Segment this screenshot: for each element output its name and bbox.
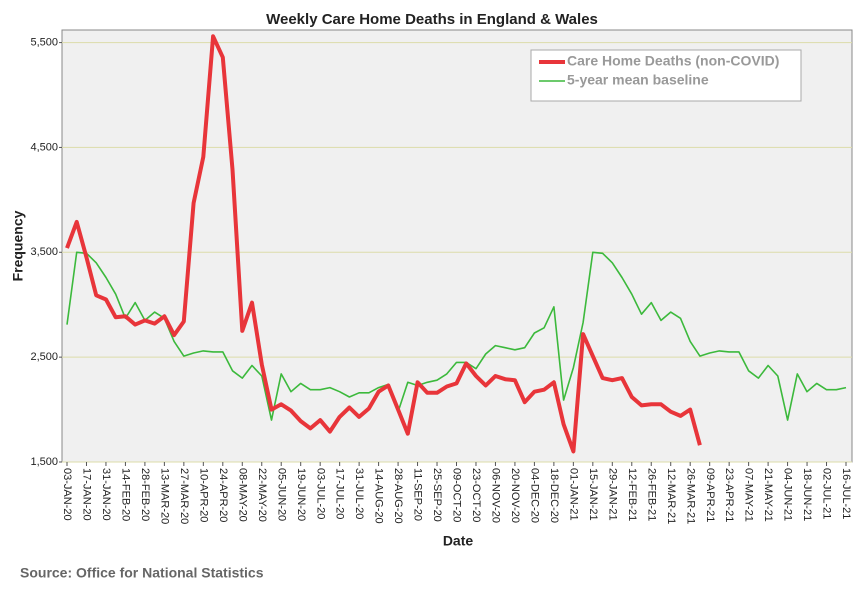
x-tick-label: 24-APR-20 xyxy=(217,468,229,522)
legend-label: 5-year mean baseline xyxy=(567,72,709,88)
x-tick-label: 31-JAN-20 xyxy=(100,468,112,521)
x-tick-label: 11-SEP-20 xyxy=(412,468,424,521)
x-tick-label: 14-FEB-20 xyxy=(120,468,132,521)
series-line xyxy=(66,251,847,421)
x-tick-label: 07-MAY-21 xyxy=(743,468,755,522)
x-tick-label: 09-APR-21 xyxy=(704,468,716,522)
x-tick-label: 17-JUL-20 xyxy=(334,468,346,519)
x-tick-label: 01-JAN-21 xyxy=(567,468,579,521)
y-tick-label: 3,500 xyxy=(30,246,58,258)
x-tick-label: 13-MAR-20 xyxy=(158,468,170,524)
series-line xyxy=(65,34,702,454)
x-tick-label: 31-JUL-20 xyxy=(353,468,365,519)
x-tick-label: 12-FEB-21 xyxy=(626,468,638,521)
x-tick-label: 21-MAY-21 xyxy=(762,468,774,522)
x-tick-label: 19-JUN-20 xyxy=(295,468,307,521)
x-axis-label: Date xyxy=(443,533,474,549)
x-tick-label: 17-JAN-20 xyxy=(81,468,93,521)
x-tick-label: 10-APR-20 xyxy=(197,468,209,522)
x-tick-label: 23-APR-21 xyxy=(723,468,735,522)
y-tick-label: 2,500 xyxy=(30,351,58,363)
legend-box xyxy=(530,49,802,102)
y-tick-label: 5,500 xyxy=(30,36,58,48)
chart-title: Weekly Care Home Deaths in England & Wal… xyxy=(266,11,598,28)
x-tick-label: 14-AUG-20 xyxy=(373,468,385,524)
x-tick-label: 26-MAR-21 xyxy=(684,468,696,524)
x-tick-label: 29-JAN-21 xyxy=(606,468,618,521)
plot-area xyxy=(61,29,853,463)
y-tick-label: 1,500 xyxy=(30,456,58,468)
x-tick-label: 28-AUG-20 xyxy=(392,468,404,524)
x-tick-label: 18-DEC-20 xyxy=(548,468,560,523)
x-tick-label: 08-MAY-20 xyxy=(236,468,248,522)
source-note: Source: Office for National Statistics xyxy=(20,565,264,581)
x-tick-label: 23-OCT-20 xyxy=(470,468,482,522)
x-tick-label: 03-JUL-20 xyxy=(314,468,326,519)
x-tick-label: 25-SEP-20 xyxy=(431,468,443,522)
x-tick-label: 27-MAR-20 xyxy=(178,468,190,524)
x-tick-label: 06-NOV-20 xyxy=(490,468,502,523)
x-tick-label: 04-DEC-20 xyxy=(528,468,540,523)
x-tick-label: 05-JUN-20 xyxy=(275,468,287,521)
x-tick-label: 18-JUN-21 xyxy=(801,468,813,521)
x-tick-label: 09-OCT-20 xyxy=(451,468,463,522)
x-tick-label: 22-MAY-20 xyxy=(256,468,268,522)
y-tick-label: 4,500 xyxy=(30,141,58,153)
x-tick-label: 12-MAR-21 xyxy=(665,468,677,524)
legend-label: Care Home Deaths (non-COVID) xyxy=(567,53,779,69)
x-tick-label: 28-FEB-20 xyxy=(139,468,151,521)
y-axis-label: Frequency xyxy=(10,210,26,281)
x-tick-label: 02-JUL-21 xyxy=(821,468,833,519)
x-tick-label: 20-NOV-20 xyxy=(509,468,521,523)
x-tick-label: 03-JAN-20 xyxy=(61,468,73,521)
x-tick-label: 04-JUN-21 xyxy=(782,468,794,521)
x-tick-label: 15-JAN-21 xyxy=(587,468,599,521)
x-tick-label: 16-JUL-21 xyxy=(840,468,852,519)
x-tick-label: 26-FEB-21 xyxy=(645,468,657,521)
